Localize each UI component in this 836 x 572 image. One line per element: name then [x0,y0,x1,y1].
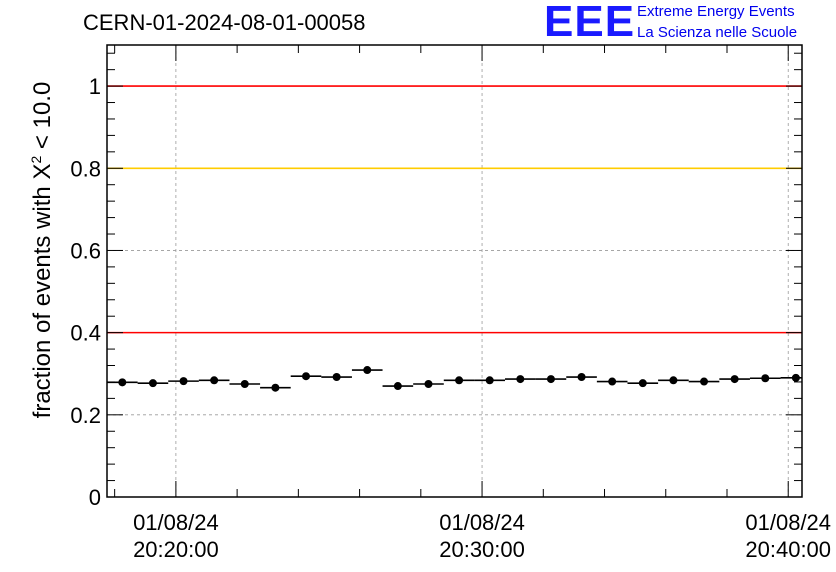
data-point [485,376,494,385]
logo-caption-line2: La Scienza nelle Scuole [637,24,798,41]
tick-labels: 00.20.40.60.8101/08/2420:20:0001/08/2420… [70,74,831,562]
grid-layer [107,45,802,497]
eee-logo: EEE [544,0,636,46]
data-point [148,379,157,388]
x-tick-label-date: 01/08/24 [133,510,219,535]
y-tick-label: 0.2 [70,403,101,428]
data-point [700,377,709,386]
data-point [179,377,188,386]
data-points [107,366,802,392]
y-tick-label: 0.6 [70,238,101,263]
data-point [363,366,372,375]
x-tick-label-time: 20:20:00 [133,537,219,562]
data-point [240,380,249,388]
x-tick-label-time: 20:40:00 [745,537,831,562]
y-tick-label: 0.4 [70,321,101,346]
plot-frame [106,44,803,498]
data-point [669,376,678,385]
y-tick-label: 1 [89,74,101,99]
data-point [761,374,770,383]
axis-ticks [107,45,802,498]
data-point [302,372,311,381]
data-point [638,379,647,388]
data-point [332,373,341,382]
data-point [546,375,555,384]
data-point [393,382,402,391]
data-point [455,376,464,385]
x-tick-label-date: 01/08/24 [439,510,525,535]
data-point [791,373,800,382]
x-tick-label-date: 01/08/24 [745,510,831,535]
data-point [608,377,617,386]
data-point [516,375,525,384]
run-title: CERN-01-2024-08-01-00058 [83,10,366,35]
y-tick-label: 0 [89,485,101,510]
logo-caption-line1: Extreme Energy Events [637,3,795,20]
data-point [730,375,739,384]
data-point [424,380,433,388]
data-point [118,378,127,387]
x-tick-label-time: 20:30:00 [439,537,525,562]
y-tick-label: 0.8 [70,156,101,181]
data-point [271,383,280,392]
data-point [210,376,219,385]
reference-lines [107,85,802,334]
data-point [577,373,586,382]
